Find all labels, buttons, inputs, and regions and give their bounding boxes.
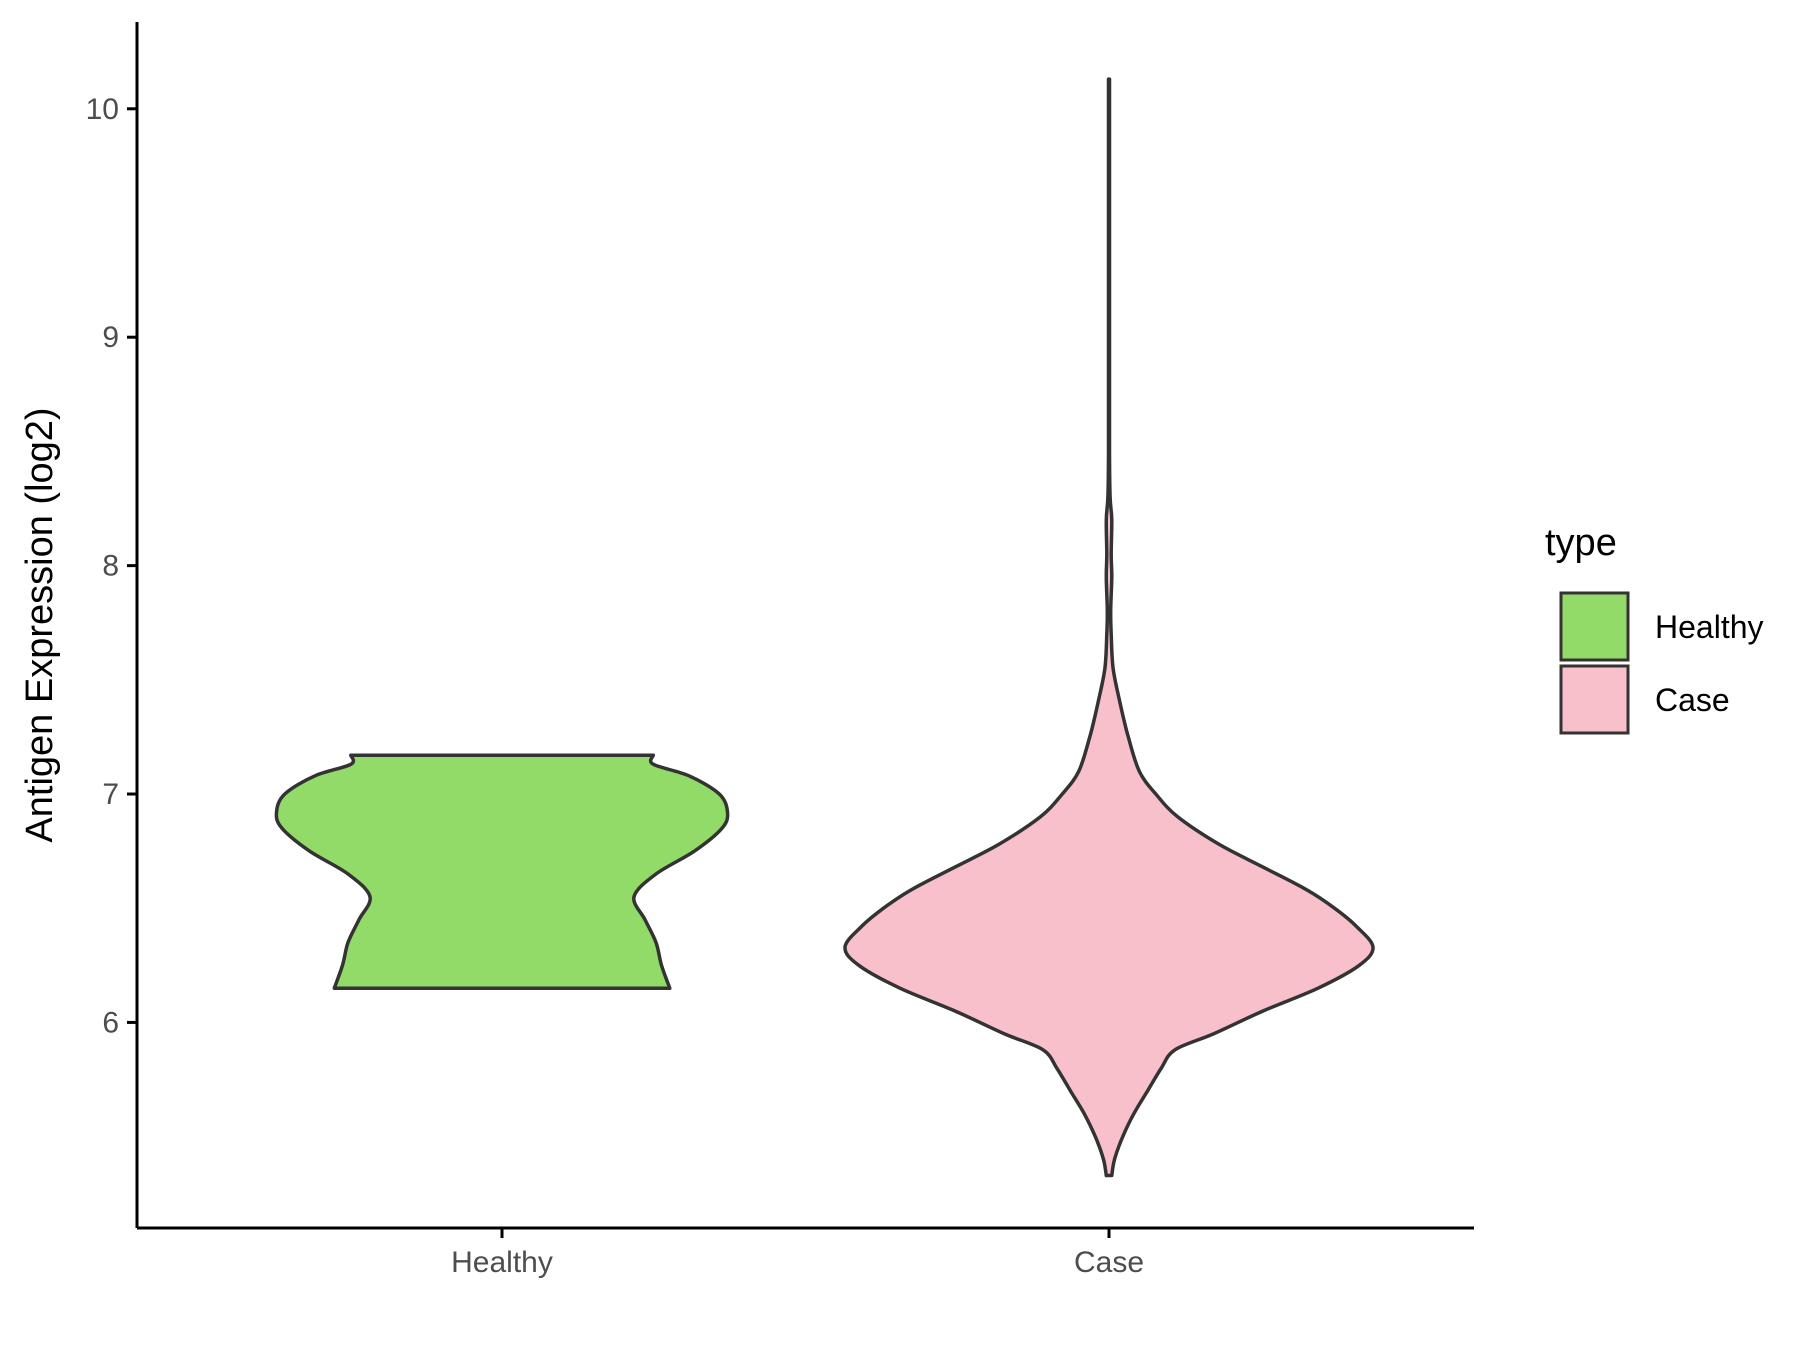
violin-healthy [274,753,730,990]
x-tick-label: Case [1074,1246,1144,1279]
x-tick-label: Healthy [451,1246,553,1279]
legend-label-case: Case [1655,682,1730,718]
y-tick-label: 9 [102,321,119,354]
y-ticks: 6 7 8 9 10 [86,93,137,1039]
y-tick-label: 7 [102,778,119,811]
y-tick-label: 6 [102,1006,119,1039]
legend-label-healthy: Healthy [1655,609,1764,645]
x-ticks: Healthy Case [451,1228,1144,1279]
violin-layer [274,77,1375,1178]
violin-case [843,77,1375,1178]
legend-entries: Healthy Case [1559,591,1764,735]
legend-swatch-healthy [1559,591,1630,662]
legend: type Healthy Case [1545,522,1764,735]
y-axis-title: Antigen Expression (log2) [19,407,61,842]
y-tick-label: 8 [102,550,119,583]
legend-title: type [1545,522,1617,564]
y-tick-label: 10 [86,93,119,126]
axes: 6 7 8 9 10 Healthy Case [86,22,1474,1279]
legend-swatch-case [1559,664,1630,735]
